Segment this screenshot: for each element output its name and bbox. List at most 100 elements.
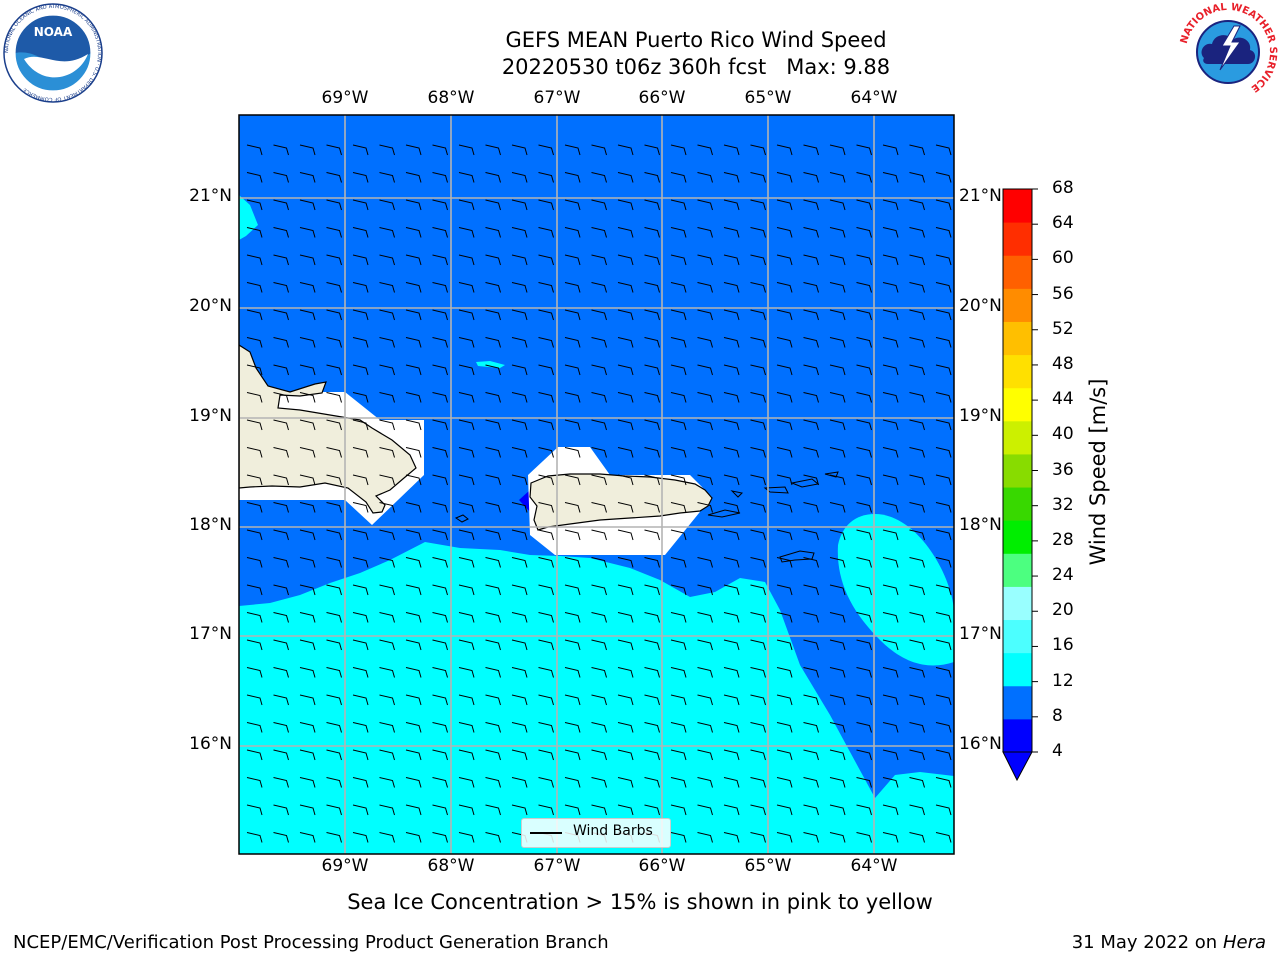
wind-barb [750, 584, 766, 596]
wind-barb [617, 804, 634, 816]
wind-barb [697, 639, 713, 651]
lat-tick-left-21n: 21°N [189, 186, 232, 206]
wind-barb [856, 227, 872, 238]
wind-barb [723, 474, 740, 486]
colorbar-band [1003, 685, 1032, 720]
wind-barb [538, 804, 554, 816]
wind-barb [750, 749, 766, 761]
wind-barb [644, 199, 660, 211]
wind-barb [591, 419, 607, 431]
wind-barb [485, 419, 501, 431]
wind-barb [326, 364, 342, 376]
wind-barb [909, 419, 925, 431]
wind-barb [299, 337, 316, 348]
wind-barb [246, 694, 263, 706]
wind-barb [511, 777, 528, 788]
wind-barb [379, 337, 395, 348]
lat-tick-left-17n: 17°N [189, 624, 232, 644]
wind-barb [379, 722, 395, 733]
wind-barb [829, 612, 846, 623]
wind-barb [299, 832, 316, 843]
wind-barb [326, 749, 342, 761]
wind-barb [591, 227, 607, 238]
wind-barb [538, 639, 554, 651]
wind-barb [405, 804, 422, 816]
wind-barb [935, 639, 952, 651]
wind-barb [432, 722, 448, 733]
wind-8-12-field-east [837, 514, 954, 666]
wind-barb [670, 832, 687, 843]
wind-barb [299, 584, 316, 596]
wind-barb [591, 529, 607, 541]
wind-barb [882, 337, 899, 348]
wind-barb [352, 309, 369, 321]
wind-barb [617, 199, 634, 211]
wind-barb [458, 447, 475, 458]
wind-barb [617, 392, 634, 403]
wind-barb [882, 502, 899, 513]
wind-barb [405, 474, 422, 486]
wind-barb [935, 584, 952, 596]
wind-barb [352, 199, 369, 211]
wind-barb [935, 777, 952, 788]
wind-barb [273, 337, 289, 348]
wind-barb [458, 529, 475, 541]
wind-barb [909, 777, 925, 788]
wind-barb [617, 172, 634, 183]
lon-tick-top-65w: 65°W [744, 88, 792, 108]
wind-barb [776, 749, 793, 761]
colorbar-tick-label: 8 [1052, 705, 1063, 726]
wind-barb [564, 639, 581, 651]
wind-barb [538, 364, 554, 376]
wind-barb [591, 557, 607, 568]
wind-barb [405, 172, 422, 183]
wind-barb [458, 612, 475, 623]
wind-barb [670, 529, 687, 541]
wind-barb [538, 199, 554, 211]
wind-barb [458, 227, 475, 238]
wind-barb [379, 172, 395, 183]
wind-barb [935, 612, 952, 623]
wind-barb [591, 474, 607, 486]
lon-tick-top-66w: 66°W [638, 88, 686, 108]
culebra-island [730, 490, 744, 498]
wind-barb [856, 392, 872, 403]
wind-barb [856, 722, 872, 733]
wind-barb [803, 502, 819, 513]
wind-barb [909, 337, 925, 348]
wind-barb [246, 337, 263, 348]
wind-barb [776, 529, 793, 541]
wind-barb [750, 639, 766, 651]
wind-barb [776, 447, 793, 458]
wind-barb [670, 777, 687, 788]
wind-barb [273, 584, 289, 596]
wind-barb [405, 447, 422, 458]
wind-barb [299, 639, 316, 651]
wind-barb [617, 529, 634, 541]
wind-barb [935, 144, 952, 156]
wind-barb [458, 694, 475, 706]
hispaniola-island [239, 344, 417, 514]
wind-barb [644, 419, 660, 431]
wind-barb [538, 612, 554, 623]
wind-barb [644, 227, 660, 238]
wind-barb [909, 447, 925, 458]
wind-barb [750, 227, 766, 238]
wind-barb [246, 777, 263, 788]
wind-barb [299, 502, 316, 513]
wind-barb [379, 474, 395, 486]
wind-barb [882, 749, 899, 761]
wind-8-12-patch [476, 361, 505, 368]
wind-barb [617, 337, 634, 348]
wind-barb [723, 364, 740, 376]
wind-barb [591, 639, 607, 651]
wind-barb [405, 529, 422, 541]
wind-barb [935, 199, 952, 211]
wind-barb [564, 254, 581, 266]
wind-barb [723, 667, 740, 678]
wind-barb [538, 309, 554, 321]
wind-barb [458, 282, 475, 293]
wind-barb [511, 667, 528, 678]
wind-barb [246, 474, 263, 486]
colorbar-tick-label: 36 [1052, 459, 1074, 480]
